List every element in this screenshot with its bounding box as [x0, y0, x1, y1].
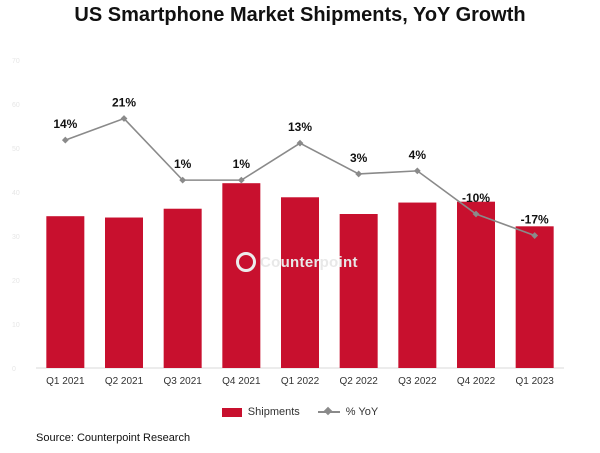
- bar-q2-2022: [339, 214, 378, 368]
- y-tick-label: 10: [12, 322, 20, 329]
- watermark-logo: Counterpoint: [236, 252, 358, 272]
- bar-q1-2023: [515, 226, 554, 368]
- yoy-point: [120, 115, 128, 122]
- yoy-data-label: 13%: [288, 120, 312, 134]
- yoy-data-label: 1%: [233, 157, 251, 171]
- yoy-data-label: 21%: [112, 96, 136, 110]
- chart-title: US Smartphone Market Shipments, YoY Grow…: [74, 4, 526, 26]
- legend-item-yoy: % YoY: [317, 406, 379, 418]
- yoy-data-label: 1%: [174, 157, 192, 171]
- bar-q3-2022: [398, 202, 437, 368]
- bar-q1-2022: [281, 197, 319, 368]
- source-note: Source: Counterpoint Research: [36, 432, 191, 444]
- yoy-point: [531, 232, 539, 239]
- y-tick-label: 50: [12, 146, 20, 153]
- yoy-data-label: -10%: [462, 191, 490, 205]
- bar-q3-2021: [163, 208, 202, 368]
- yoy-point: [355, 170, 363, 178]
- counterpoint-logo-icon: [236, 252, 256, 272]
- y-tick-label: 70: [12, 58, 20, 65]
- x-tick-label: Q2 2022: [339, 376, 378, 387]
- yoy-data-label: 4%: [409, 148, 427, 162]
- yoy-data-label: 3%: [350, 151, 368, 165]
- yoy-point: [61, 136, 69, 144]
- x-tick-label: Q2 2021: [105, 376, 144, 387]
- yoy-point: [296, 139, 304, 147]
- bar-series-shipments: [46, 183, 554, 368]
- line-series-yoy: [61, 115, 539, 239]
- yoy-data-label: -17%: [521, 213, 549, 227]
- bar-q4-2021: [222, 183, 261, 368]
- x-tick-label: Q4 2022: [457, 376, 496, 387]
- x-tick-label: Q3 2021: [163, 376, 202, 387]
- y-tick-label: 60: [12, 102, 20, 109]
- x-axis-ticks: Q1 2021 Q2 2021 Q3 2021 Q4 2021 Q1 2022 Q2 20…: [46, 376, 554, 387]
- x-tick-label: Q1 2023: [515, 376, 554, 387]
- legend-line-yoy-icon: [317, 407, 340, 417]
- x-tick-label: Q4 2021: [222, 376, 261, 387]
- bar-q2-2021: [105, 217, 143, 368]
- legend-label-yoy: % YoY: [345, 406, 379, 418]
- bar-q1-2021: [46, 216, 85, 368]
- bar-q4-2022: [457, 201, 495, 368]
- legend-item-shipments: Shipments: [221, 406, 300, 418]
- yoy-point: [179, 176, 187, 184]
- y-tick-label: 0: [12, 366, 16, 373]
- legend-label-shipments: Shipments: [247, 406, 300, 418]
- legend: Shipments % YoY: [0, 406, 600, 418]
- y-tick-label: 20: [12, 278, 20, 285]
- x-tick-label: Q1 2021: [46, 376, 85, 387]
- y-axis-ticks: 0 10 20 30 40 50 60 70: [12, 58, 20, 373]
- legend-swatch-shipments-icon: [221, 407, 242, 417]
- watermark-text: Counterpoint: [260, 253, 358, 271]
- yoy-point: [472, 210, 480, 218]
- x-tick-label: Q3 2022: [398, 376, 437, 387]
- yoy-data-labels: 14% 21% 1% 1% 13% 3% 4% -10% -17%: [53, 96, 549, 227]
- y-tick-label: 30: [12, 234, 20, 241]
- yoy-point: [237, 176, 245, 184]
- y-tick-label: 40: [12, 190, 20, 197]
- yoy-point: [413, 167, 421, 175]
- yoy-data-label: 14%: [53, 117, 77, 131]
- x-tick-label: Q1 2022: [281, 376, 320, 387]
